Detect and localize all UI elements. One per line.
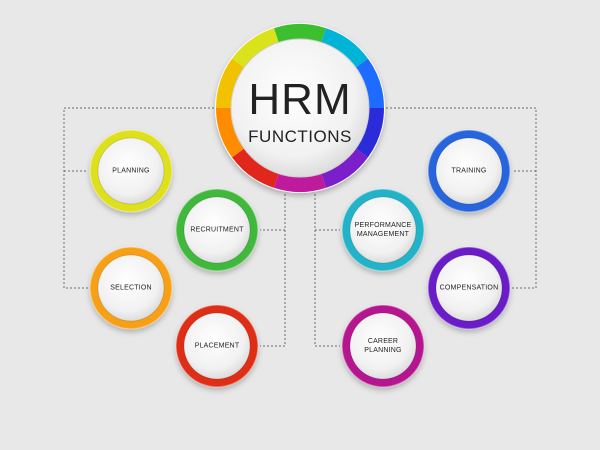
center-color-ring <box>216 23 384 192</box>
ring-segment <box>274 23 326 43</box>
node-label-performance-management: PERFORMANCE MANAGEMENT <box>354 222 412 238</box>
center-title: HRM <box>248 75 352 124</box>
node-face <box>349 196 417 264</box>
function-nodes <box>89 129 511 388</box>
ring-segment <box>216 108 245 158</box>
connector-left-outer <box>63 107 226 289</box>
center-subtitle: FUNCTIONS <box>248 127 352 146</box>
node-recruitment <box>175 188 259 272</box>
node-planning <box>89 129 173 213</box>
node-career-planning <box>341 304 425 388</box>
node-face <box>183 196 251 264</box>
node-label-compensation: COMPENSATION <box>439 284 499 292</box>
node-selection <box>89 246 173 330</box>
node-label-selection: SELECTION <box>110 284 152 292</box>
node-face <box>97 137 165 205</box>
connector-right-outer <box>374 107 537 289</box>
ring-segment <box>232 28 279 68</box>
node-face <box>97 254 165 322</box>
ring-segment <box>274 173 326 192</box>
node-face <box>435 254 503 322</box>
node-face <box>183 312 251 380</box>
ring-segment <box>232 148 279 188</box>
ring-segment <box>321 28 368 68</box>
connector-right-inner <box>314 186 340 347</box>
node-label-planning: PLANNING <box>112 167 150 175</box>
node-label-recruitment: RECRUITMENT <box>190 226 244 234</box>
center-hub <box>215 23 385 193</box>
ring-segment <box>355 108 384 158</box>
center-label: HRM FUNCTIONS <box>225 78 375 148</box>
node-performance-management <box>341 188 425 272</box>
node-label-career-planning: CAREER PLANNING <box>364 338 402 354</box>
node-label-training: TRAINING <box>451 167 487 175</box>
node-label-placement: PLACEMENT <box>194 342 240 350</box>
connector-left-inner <box>260 186 286 347</box>
node-face <box>349 312 417 380</box>
ring-segment <box>216 58 245 108</box>
node-compensation <box>427 246 511 330</box>
connector-lines <box>63 107 537 347</box>
ring-segment <box>355 58 384 108</box>
node-face <box>435 137 503 205</box>
node-training <box>427 129 511 213</box>
node-placement <box>175 304 259 388</box>
ring-segment <box>321 148 368 188</box>
